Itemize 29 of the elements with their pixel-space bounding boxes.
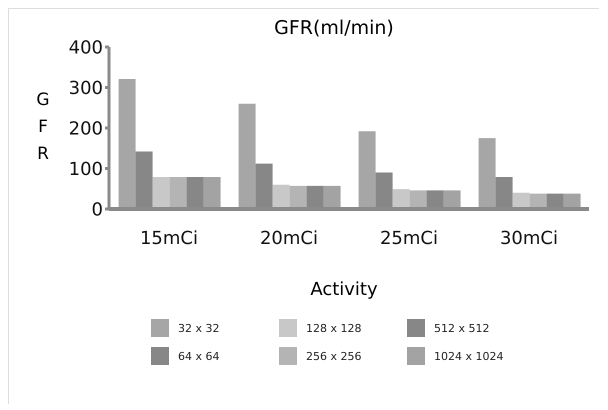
bar — [170, 177, 187, 209]
y-tick-label: 100 — [68, 158, 103, 180]
y-axis-title: GFR — [35, 89, 51, 166]
legend-label: 32 x 32 — [177, 320, 220, 336]
x-tick-label: 25mCi — [380, 228, 438, 249]
legend-label: 256 x 256 — [305, 348, 362, 364]
legend-label: 64 x 64 — [177, 348, 220, 364]
y-tick-label: 0 — [92, 199, 103, 220]
legend-label: 128 x 128 — [305, 320, 362, 336]
legend-label: 512 x 512 — [433, 320, 490, 336]
bar — [290, 186, 307, 209]
y-tick-label: 200 — [68, 118, 103, 140]
x-tick-label: 20mCi — [260, 228, 318, 249]
legend-label: 1024 x 1024 — [433, 348, 504, 364]
x-axis-title: Activity — [309, 279, 379, 300]
y-tick-label: 300 — [68, 78, 103, 99]
chart-title: GFR(ml/min) — [273, 17, 395, 39]
bar — [204, 177, 221, 209]
bar — [478, 138, 496, 209]
bar — [392, 189, 410, 209]
bar — [152, 177, 170, 209]
x-tick-label: 15mCi — [140, 228, 198, 249]
bar — [118, 78, 136, 209]
bar — [238, 104, 256, 209]
bar — [272, 184, 290, 209]
bar — [324, 186, 341, 209]
x-tick-label: 30mCi — [500, 228, 558, 249]
y-tick-label: 400 — [68, 37, 103, 58]
bar — [358, 131, 376, 209]
